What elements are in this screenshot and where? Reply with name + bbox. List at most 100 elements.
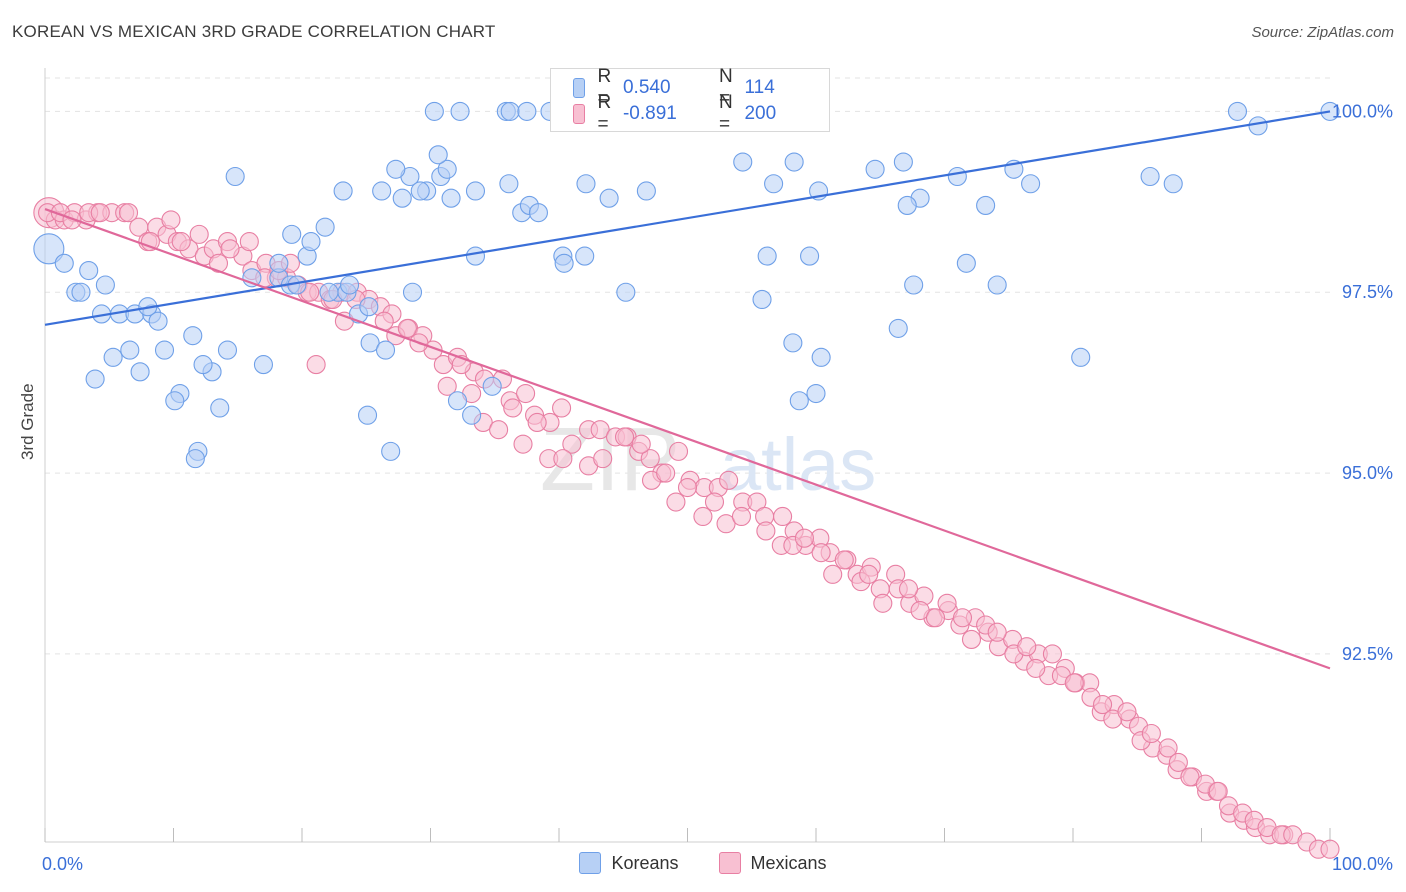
korean-point[interactable] bbox=[381, 441, 401, 461]
korean-point[interactable] bbox=[447, 391, 468, 411]
mexican-point[interactable] bbox=[677, 478, 698, 498]
mexican-point[interactable] bbox=[961, 629, 982, 650]
mexican-point[interactable] bbox=[952, 608, 973, 628]
korean-point[interactable] bbox=[733, 152, 753, 172]
korean-point[interactable] bbox=[1227, 101, 1248, 121]
korean-point[interactable] bbox=[360, 333, 380, 353]
korean-point[interactable] bbox=[764, 174, 784, 194]
legend-item-mexicans[interactable]: Mexicans bbox=[718, 852, 827, 874]
korean-point[interactable] bbox=[616, 282, 636, 302]
mexican-point[interactable] bbox=[614, 427, 635, 447]
korean-point[interactable] bbox=[210, 398, 230, 418]
mexican-point[interactable] bbox=[189, 224, 209, 244]
korean-point[interactable] bbox=[976, 195, 996, 215]
mexican-point[interactable] bbox=[90, 203, 110, 223]
korean-point[interactable] bbox=[636, 181, 656, 201]
mexican-point[interactable] bbox=[489, 420, 509, 440]
mexican-point[interactable] bbox=[898, 579, 919, 599]
mexican-point[interactable] bbox=[1093, 695, 1113, 715]
korean-point[interactable] bbox=[1021, 174, 1041, 194]
mexican-point[interactable] bbox=[553, 449, 573, 469]
mexican-point[interactable] bbox=[397, 318, 417, 338]
korean-point[interactable] bbox=[956, 253, 976, 273]
korean-point[interactable] bbox=[599, 188, 619, 208]
mexican-point[interactable] bbox=[1158, 738, 1178, 758]
legend-item-koreans[interactable]: Koreans bbox=[579, 852, 679, 874]
mexican-point[interactable] bbox=[171, 232, 191, 252]
korean-point[interactable] bbox=[806, 383, 826, 404]
korean-point[interactable] bbox=[185, 449, 205, 469]
korean-point[interactable] bbox=[499, 174, 519, 194]
mexican-point[interactable] bbox=[859, 564, 879, 584]
mexican-point[interactable] bbox=[834, 550, 854, 570]
korean-point[interactable] bbox=[428, 145, 448, 165]
korean-point[interactable] bbox=[183, 326, 203, 346]
korean-point[interactable] bbox=[450, 101, 470, 121]
korean-point[interactable] bbox=[528, 203, 548, 223]
korean-point[interactable] bbox=[130, 362, 150, 382]
korean-point[interactable] bbox=[987, 275, 1007, 295]
mexican-point[interactable] bbox=[811, 543, 831, 563]
mexican-point[interactable] bbox=[773, 506, 793, 527]
korean-point[interactable] bbox=[482, 376, 502, 396]
mexican-point[interactable] bbox=[1168, 752, 1188, 772]
korean-point[interactable] bbox=[269, 253, 289, 273]
korean-point[interactable] bbox=[811, 347, 831, 367]
korean-point[interactable] bbox=[800, 246, 820, 266]
korean-point[interactable] bbox=[333, 181, 353, 201]
mexican-point[interactable] bbox=[1042, 644, 1062, 664]
korean-point[interactable] bbox=[865, 159, 885, 179]
korean-point[interactable] bbox=[893, 152, 913, 172]
korean-point[interactable] bbox=[154, 340, 175, 360]
mexican-point[interactable] bbox=[437, 376, 457, 396]
korean-point[interactable] bbox=[576, 174, 596, 194]
korean-point[interactable] bbox=[217, 340, 238, 360]
korean-point[interactable] bbox=[462, 405, 482, 425]
mexican-point[interactable] bbox=[513, 434, 533, 454]
mexican-point[interactable] bbox=[1180, 767, 1200, 787]
mexican-point[interactable] bbox=[562, 434, 582, 454]
mexican-point[interactable] bbox=[668, 441, 689, 461]
korean-point[interactable] bbox=[465, 181, 486, 201]
mexican-point[interactable] bbox=[208, 253, 229, 273]
mexican-point[interactable] bbox=[666, 492, 686, 512]
korean-point[interactable] bbox=[359, 297, 379, 317]
mexican-point[interactable] bbox=[593, 449, 613, 469]
mexican-point[interactable] bbox=[527, 412, 547, 432]
mexican-point[interactable] bbox=[873, 593, 893, 613]
korean-point[interactable] bbox=[372, 181, 392, 201]
mexican-point[interactable] bbox=[552, 398, 572, 418]
mexican-point[interactable] bbox=[118, 203, 139, 223]
mexican-point[interactable] bbox=[503, 398, 523, 418]
korean-point[interactable] bbox=[120, 340, 140, 360]
mexican-point[interactable] bbox=[1064, 673, 1084, 693]
korean-point[interactable] bbox=[575, 246, 595, 266]
mexican-point[interactable] bbox=[794, 528, 814, 548]
korean-point[interactable] bbox=[1163, 174, 1183, 194]
korean-point[interactable] bbox=[465, 246, 486, 266]
mexican-point[interactable] bbox=[239, 232, 259, 252]
korean-point[interactable] bbox=[1140, 166, 1160, 187]
mexican-point[interactable] bbox=[987, 622, 1007, 642]
korean-point[interactable] bbox=[79, 260, 99, 281]
korean-point[interactable] bbox=[783, 333, 803, 353]
korean-point[interactable] bbox=[253, 355, 274, 375]
korean-point[interactable] bbox=[437, 159, 457, 179]
mexican-point[interactable] bbox=[1117, 702, 1137, 722]
mexican-point[interactable] bbox=[306, 355, 326, 375]
korean-point[interactable] bbox=[103, 347, 123, 367]
mexican-point[interactable] bbox=[910, 600, 930, 621]
korean-point[interactable] bbox=[375, 340, 396, 360]
korean-point[interactable] bbox=[165, 391, 185, 411]
korean-point[interactable] bbox=[402, 282, 423, 302]
mexican-point[interactable] bbox=[731, 506, 752, 527]
mexican-point[interactable] bbox=[62, 210, 82, 230]
mexican-point[interactable] bbox=[1320, 839, 1340, 859]
mexican-point[interactable] bbox=[631, 434, 651, 454]
korean-point[interactable] bbox=[904, 275, 924, 295]
korean-point[interactable] bbox=[947, 166, 967, 187]
korean-point[interactable] bbox=[225, 166, 245, 187]
korean-point[interactable] bbox=[282, 224, 302, 244]
korean-point[interactable] bbox=[357, 405, 378, 425]
mexican-point[interactable] bbox=[716, 514, 736, 534]
